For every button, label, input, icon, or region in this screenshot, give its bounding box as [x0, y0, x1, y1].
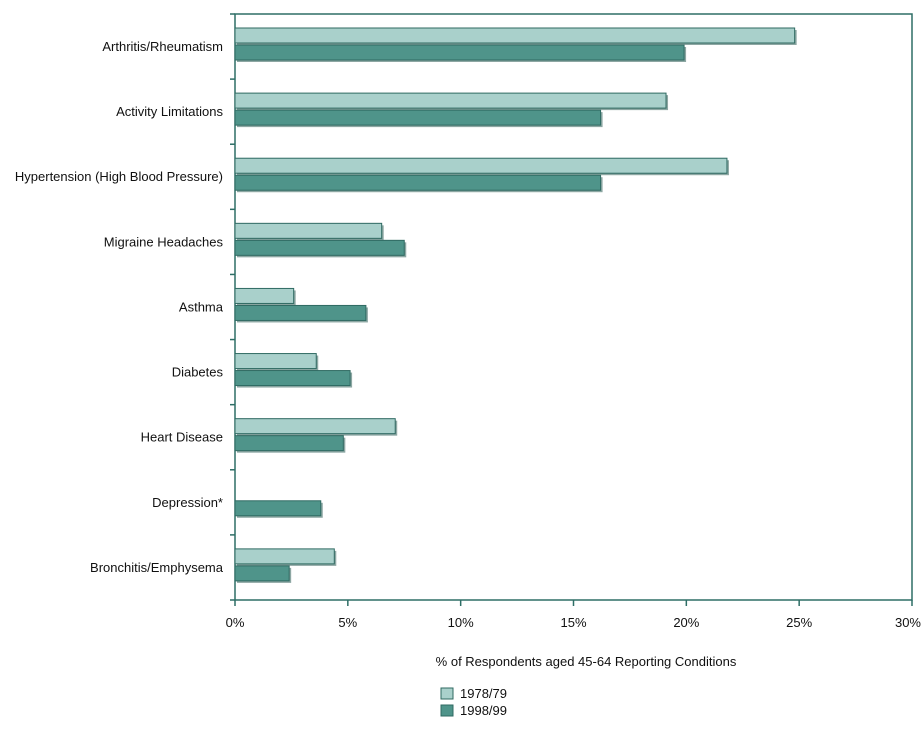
legend-label: 1978/79 [460, 686, 507, 701]
bar-series2 [234, 565, 290, 582]
legend-swatch [440, 687, 454, 700]
bar-series2 [234, 174, 602, 191]
bar-series1 [234, 353, 317, 370]
bar-series1 [234, 222, 383, 239]
legend: 1978/79 1998/99 [440, 686, 507, 718]
category-labels: Arthritis/Rheumatism Activity Limitations… [15, 39, 224, 575]
x-tick-label: 5% [338, 615, 357, 630]
x-tick-label: 20% [673, 615, 699, 630]
bar-series1 [234, 548, 335, 565]
category-label: Bronchitis/Emphysema [90, 560, 224, 575]
x-tick-label: 15% [560, 615, 586, 630]
category-label: Hypertension (High Blood Pressure) [15, 169, 223, 184]
category-label: Arthritis/Rheumatism [102, 39, 223, 54]
x-axis: 0% 5% 10% 15% 20% 25% 30% [226, 600, 921, 630]
bar-series2 [234, 109, 602, 126]
bars [234, 27, 797, 583]
bar-series1 [234, 157, 728, 174]
bar-series1 [234, 92, 667, 109]
legend-label: 1998/99 [460, 703, 507, 718]
x-tick-label: 10% [448, 615, 474, 630]
bar-series2 [234, 500, 322, 517]
x-tick-label: 30% [895, 615, 921, 630]
x-tick-label: 0% [226, 615, 245, 630]
category-label: Asthma [179, 299, 224, 314]
category-label: Diabetes [172, 365, 224, 380]
category-label: Heart Disease [141, 430, 223, 445]
bar-series1 [234, 418, 396, 435]
bar-series2 [234, 435, 344, 452]
category-label: Depression* [152, 495, 223, 510]
x-tick-label: 25% [786, 615, 812, 630]
legend-swatch [440, 704, 454, 717]
x-axis-title: % of Respondents aged 45-64 Reporting Co… [436, 654, 737, 669]
bar-series2 [234, 44, 685, 61]
bar-series2 [234, 239, 405, 256]
bar-series1 [234, 27, 796, 44]
bar-series1 [234, 287, 295, 304]
bar-series2 [234, 370, 351, 387]
bar-series2 [234, 304, 367, 321]
category-label: Activity Limitations [116, 104, 223, 119]
category-label: Migraine Headaches [104, 234, 224, 249]
